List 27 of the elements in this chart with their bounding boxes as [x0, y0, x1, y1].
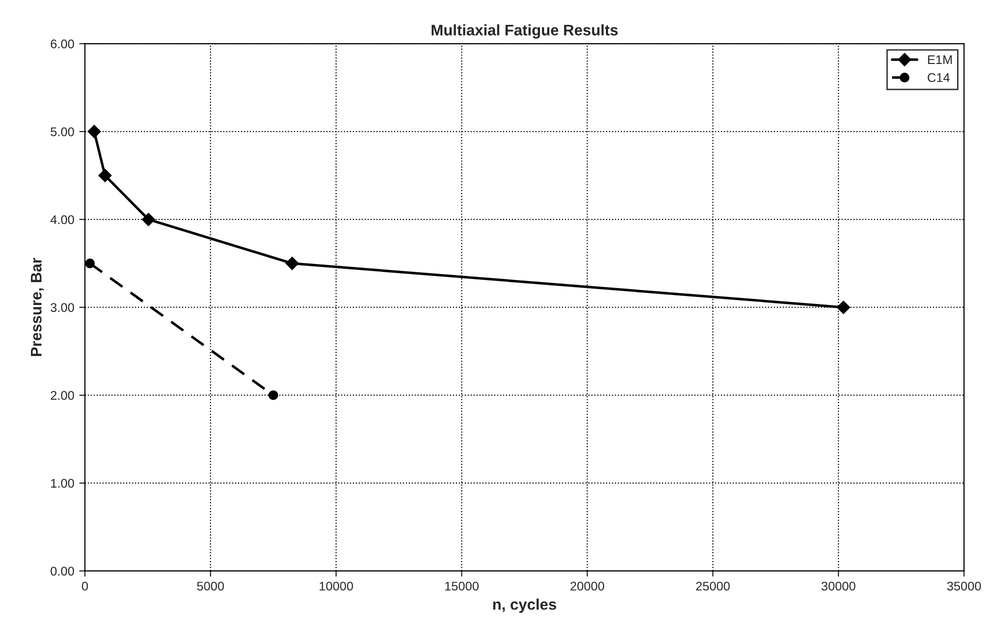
y-tick-label: 1.00: [51, 478, 74, 488]
legend-label: E1M: [928, 55, 952, 64]
point: [88, 124, 101, 138]
x-tick-label: 35000: [947, 582, 981, 591]
y-tick-label: 2.00: [50, 391, 74, 400]
x-tick-label: 30000: [822, 582, 856, 591]
x-axis-title: n, cycles: [493, 598, 556, 613]
chart-title: Multiaxial Fatigue Results: [432, 24, 618, 39]
x-tick-label: 15000: [445, 582, 479, 591]
point: [836, 300, 850, 314]
point: [98, 168, 112, 182]
x-tick-label: 0: [82, 582, 88, 591]
y-tick-label: 0.00: [50, 566, 74, 576]
x-tick-label: 5000: [197, 582, 224, 591]
point: [85, 258, 95, 268]
point: [286, 256, 299, 270]
x-tick-label: 20000: [570, 582, 604, 591]
x-tick-label: 25000: [696, 582, 730, 591]
point: [142, 212, 156, 226]
y-tick-label: 6.00: [50, 39, 74, 48]
y-tick-label: 5.00: [50, 127, 74, 136]
x-tick-label: 10000: [320, 582, 353, 591]
y-axis-title: Pressure, Bar: [30, 258, 44, 356]
y-tick-label: 4.00: [50, 215, 74, 224]
y-tick-label: 3.00: [50, 303, 74, 312]
point: [268, 390, 278, 400]
legend-label: C14: [928, 73, 950, 82]
